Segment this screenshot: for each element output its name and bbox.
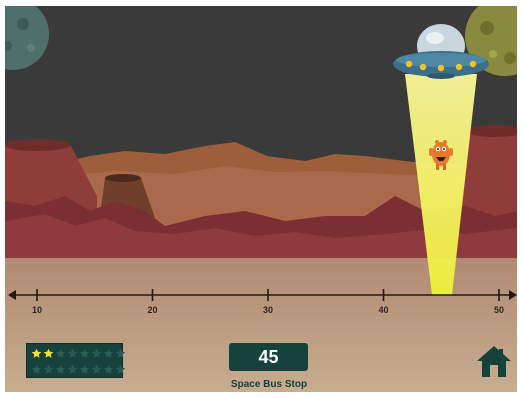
star-icon — [114, 361, 126, 377]
star-icon — [114, 345, 126, 361]
star-icon — [54, 345, 66, 361]
planet-left — [5, 6, 49, 70]
star-icon — [102, 361, 114, 377]
left-arrow-icon — [8, 290, 16, 300]
mars-scene — [5, 6, 517, 392]
star-icon — [54, 361, 66, 377]
star-icon — [42, 361, 54, 377]
star-icon — [78, 345, 90, 361]
right-arrow-icon — [509, 290, 517, 300]
star-icon — [30, 361, 42, 377]
game-stage: 10 20 30 40 50 45 Space Bus Stop — [5, 6, 517, 392]
tick-label: 10 — [31, 305, 42, 315]
space-bus-stop-label: Space Bus Stop — [230, 379, 308, 390]
number-line — [8, 289, 517, 301]
home-icon — [477, 346, 511, 377]
stars-panel — [26, 343, 126, 378]
alien-icon — [429, 140, 453, 170]
tick-label: 30 — [262, 305, 273, 315]
tractor-beam — [405, 74, 477, 295]
star-icon — [90, 361, 102, 377]
home-button[interactable] — [475, 343, 513, 379]
tick-label: 50 — [493, 305, 504, 315]
star-icon — [90, 345, 102, 361]
answer-value: 45 — [258, 346, 279, 367]
star-icon — [66, 345, 78, 361]
star-icon — [78, 361, 90, 377]
ufo-icon — [393, 24, 489, 79]
star-icon — [30, 345, 42, 361]
tick-label: 20 — [147, 305, 158, 315]
tick-label: 40 — [378, 305, 389, 315]
star-icon — [66, 361, 78, 377]
answer-box: 45 — [229, 343, 308, 371]
star-icon — [102, 345, 114, 361]
star-icon — [42, 345, 54, 361]
